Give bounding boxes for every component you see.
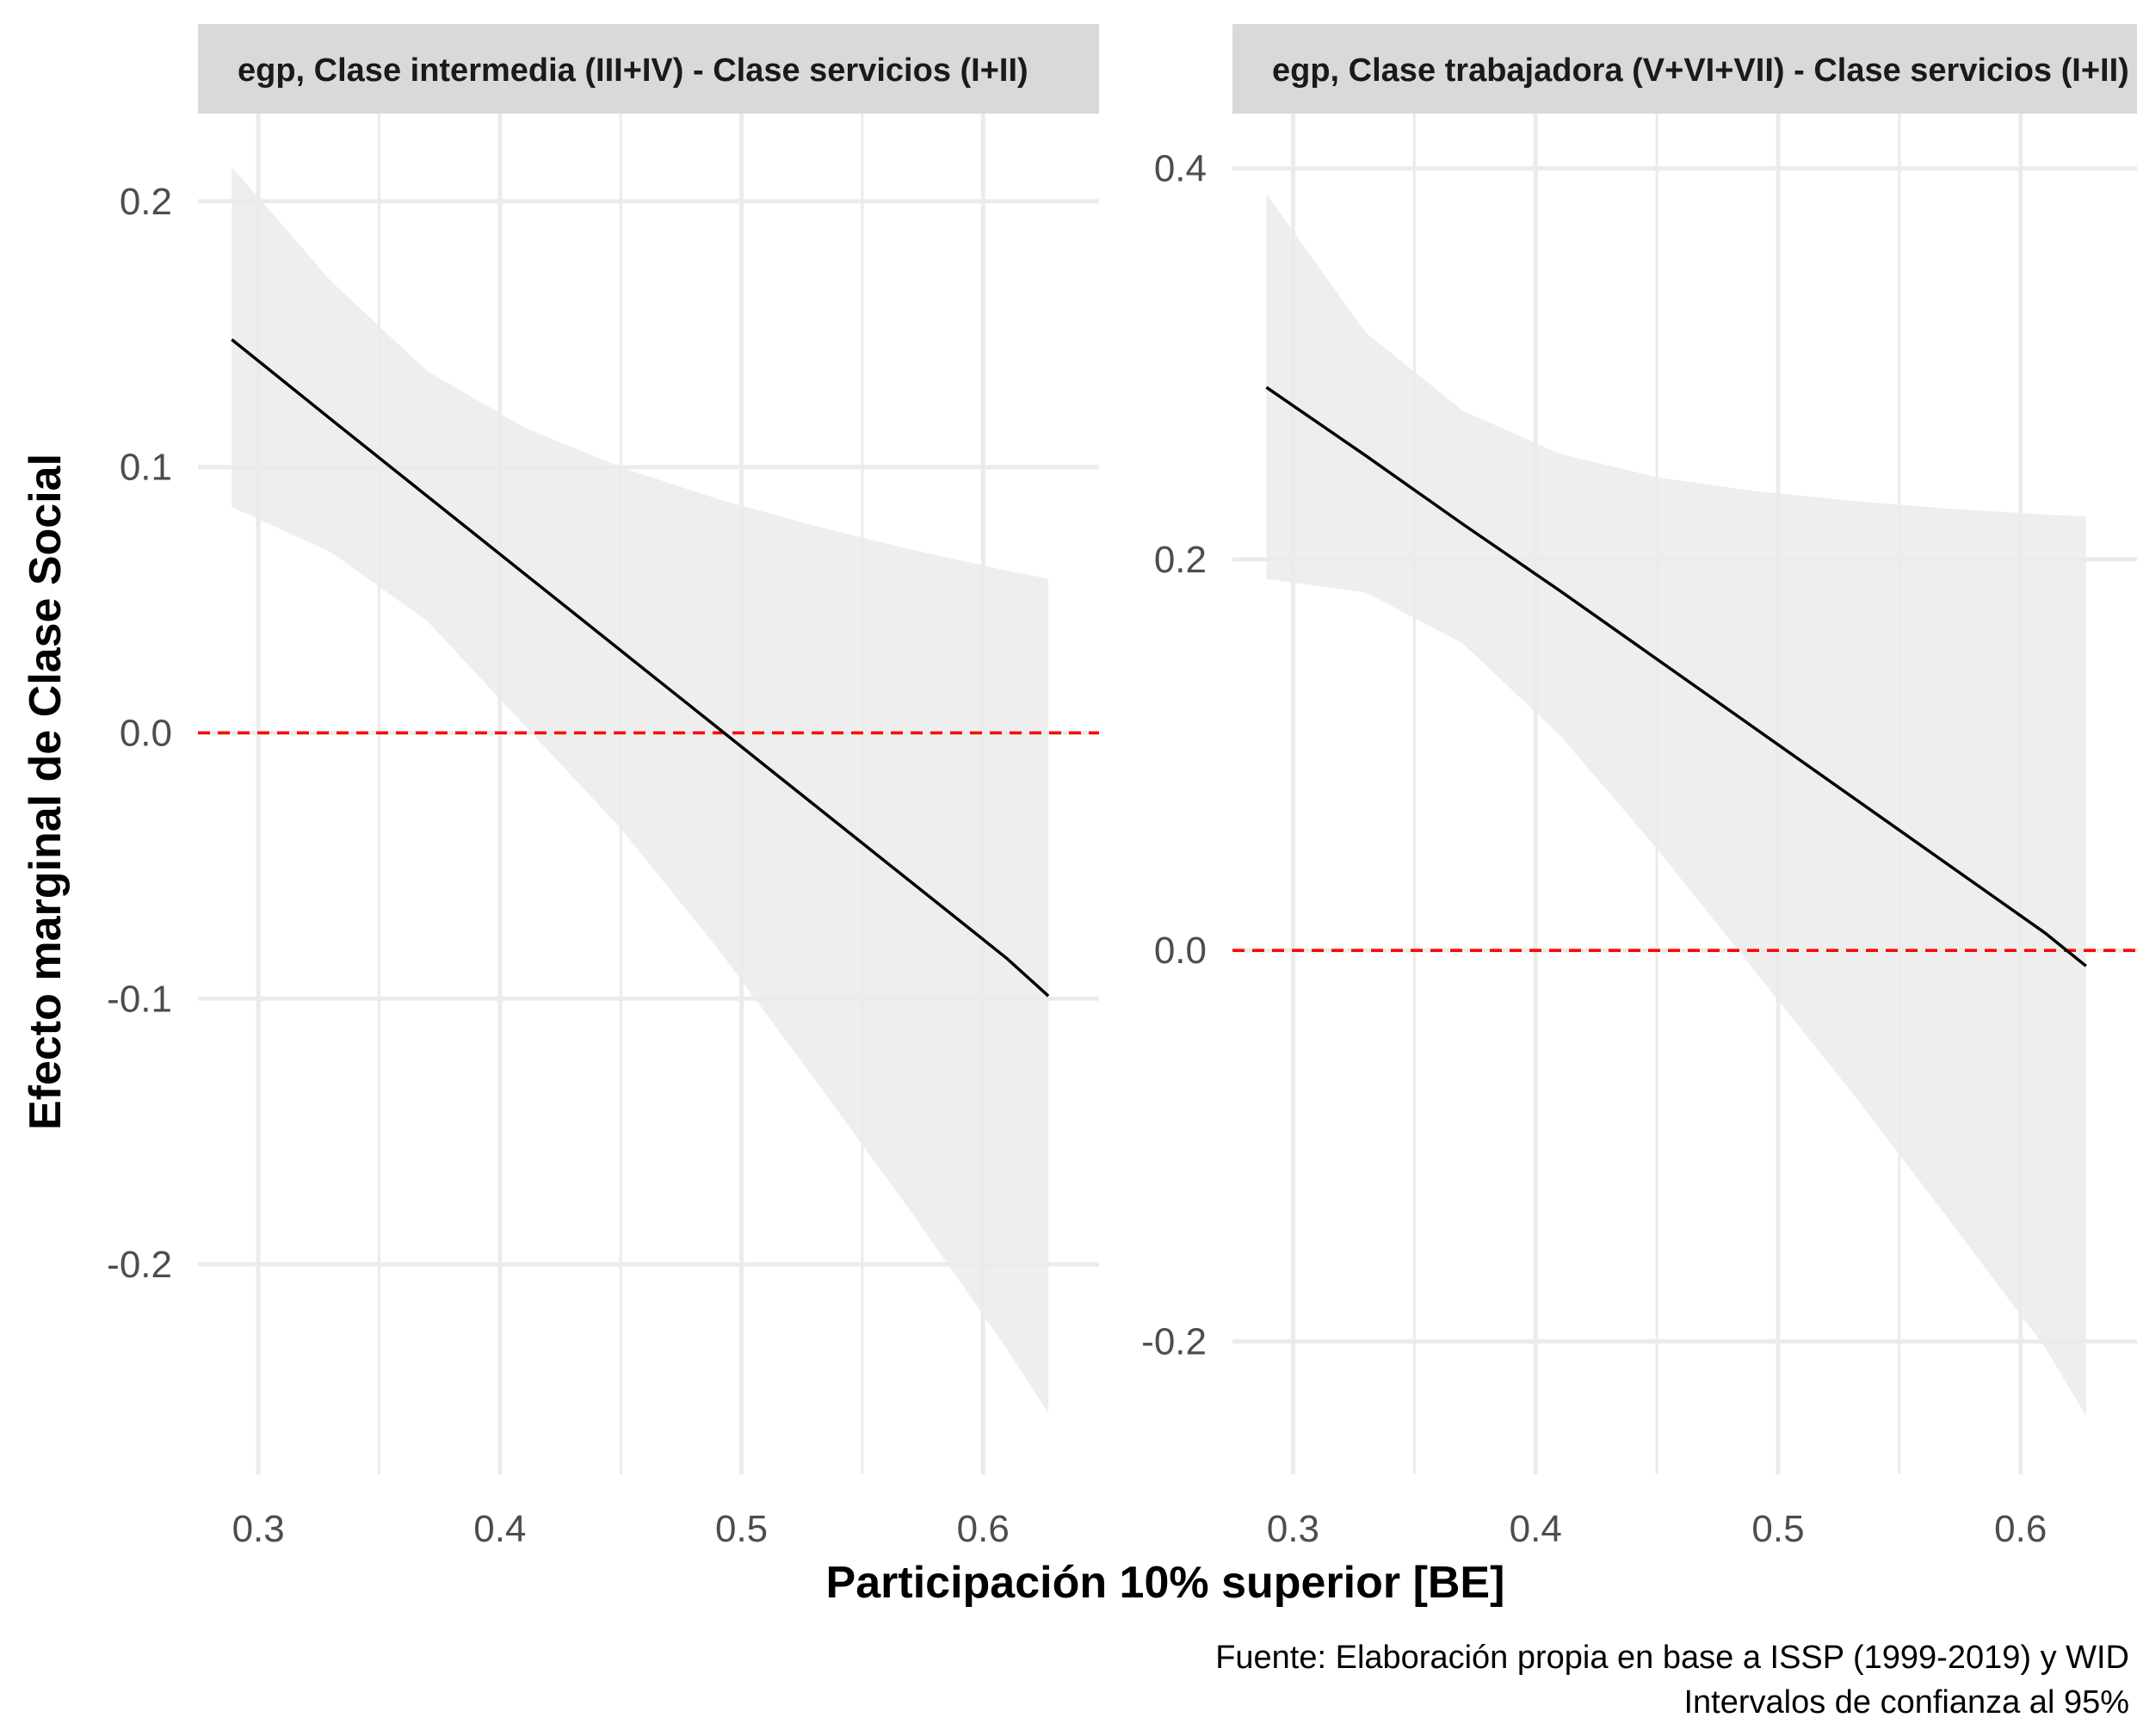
strip-background xyxy=(1232,24,2137,114)
y-tick-label: -0.2 xyxy=(1141,1321,1207,1363)
strip-label: egp, Clase intermedia (III+IV) - Clase s… xyxy=(238,53,1028,89)
y-tick-label: 0.4 xyxy=(1154,148,1207,190)
x-tick-label: 0.5 xyxy=(1751,1508,1804,1550)
x-tick-label: 0.3 xyxy=(1267,1508,1319,1550)
x-tick-label: 0.5 xyxy=(715,1508,768,1550)
panels-layer: egp, Clase intermedia (III+IV) - Clase s… xyxy=(107,24,2137,1550)
x-tick-label: 0.4 xyxy=(473,1508,526,1550)
caption-line-1: Fuente: Elaboración propia en base a ISS… xyxy=(1215,1640,2129,1676)
panel-strip: egp, Clase intermedia (III+IV) - Clase s… xyxy=(198,24,1099,114)
y-axis-title: Efecto marginal de Clase Social xyxy=(21,454,71,1130)
panel-2: egp, Clase trabajadora (V+VI+VII) - Clas… xyxy=(1141,24,2137,1550)
y-tick-label: 0.2 xyxy=(120,181,172,223)
y-tick-label: 0.0 xyxy=(1154,930,1207,972)
x-tick-label: 0.3 xyxy=(232,1508,285,1550)
strip-background xyxy=(198,24,1099,114)
y-tick-label: 0.0 xyxy=(120,712,172,754)
strip-label: egp, Clase trabajadora (V+VI+VII) - Clas… xyxy=(1272,53,2129,89)
x-tick-label: 0.6 xyxy=(1994,1508,2047,1550)
panel-plot-area xyxy=(198,114,1099,1474)
y-tick-label: 0.2 xyxy=(1154,539,1207,581)
panel-1: egp, Clase intermedia (III+IV) - Clase s… xyxy=(107,24,1099,1550)
confidence-ribbon xyxy=(232,166,1049,1413)
x-axis-title: Participación 10% superior [BE] xyxy=(826,1558,1505,1608)
estimate-line xyxy=(1265,386,2087,967)
estimate-line xyxy=(231,338,1050,998)
panel-plot-area xyxy=(1232,114,2137,1474)
confidence-ribbon xyxy=(1266,194,2086,1416)
panel-strip: egp, Clase trabajadora (V+VI+VII) - Clas… xyxy=(1232,24,2137,114)
caption-line-2: Intervalos de confianza al 95% xyxy=(1683,1684,2129,1721)
y-tick-label: -0.2 xyxy=(107,1244,172,1286)
y-tick-label: 0.1 xyxy=(120,447,172,489)
y-tick-label: -0.1 xyxy=(107,978,172,1020)
x-tick-label: 0.6 xyxy=(957,1508,1010,1550)
x-tick-label: 0.4 xyxy=(1510,1508,1562,1550)
